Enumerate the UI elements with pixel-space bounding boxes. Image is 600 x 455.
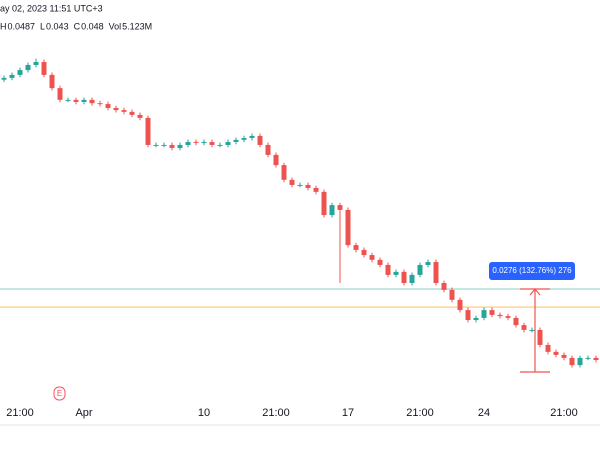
candle-body xyxy=(33,61,39,65)
candle-body xyxy=(465,310,471,320)
candle-body xyxy=(489,310,495,315)
event-marker xyxy=(53,386,66,401)
x-tick-label: 21:00 xyxy=(262,407,290,419)
candle-body xyxy=(513,317,519,326)
candle-body xyxy=(401,271,407,284)
candle-body xyxy=(521,325,527,330)
candle-body xyxy=(377,259,383,265)
candle-body xyxy=(545,344,551,352)
candle-body xyxy=(473,317,479,320)
candle-body xyxy=(105,104,111,108)
measure-label-box xyxy=(489,262,575,281)
candle-body xyxy=(425,261,431,265)
candle-body xyxy=(449,289,455,300)
ohlc-label: Vol xyxy=(109,21,122,31)
event-marker-label: E xyxy=(57,389,62,398)
candle-body xyxy=(81,99,87,102)
candle-body xyxy=(225,141,231,145)
candle-body xyxy=(265,144,271,155)
candle-body xyxy=(121,110,127,112)
candle-body xyxy=(409,274,415,284)
candle-body xyxy=(313,187,319,192)
candle-body xyxy=(321,191,327,216)
candle-body xyxy=(393,271,399,275)
candle-body xyxy=(305,184,311,188)
measure-arrow xyxy=(529,288,541,296)
ohlc-value: 0.048 xyxy=(81,21,104,31)
ohlc-label: H xyxy=(0,21,7,31)
header-datetime: ay 02, 2023 11:51 UTC+3 xyxy=(0,3,103,13)
candle-body xyxy=(433,261,439,284)
candle-body xyxy=(441,283,447,290)
candle-body xyxy=(1,77,7,80)
candle-body xyxy=(577,357,583,366)
x-tick-label: 21:00 xyxy=(6,407,34,419)
candle-body xyxy=(345,209,351,246)
candle-body xyxy=(537,329,543,345)
candle-body xyxy=(553,351,559,355)
candle-body xyxy=(185,141,191,145)
candle-body xyxy=(177,144,183,148)
candle-body xyxy=(337,205,343,210)
candle-body xyxy=(369,255,375,260)
candle-body xyxy=(417,264,423,275)
candle-body xyxy=(481,310,487,318)
candle-body xyxy=(249,135,255,139)
x-tick-label: 17 xyxy=(342,407,354,419)
candle-body xyxy=(201,141,207,143)
ohlc-value: 0.043 xyxy=(46,21,69,31)
ohlc-label: L xyxy=(40,21,45,31)
candle-body xyxy=(497,314,503,317)
candle-body xyxy=(273,154,279,166)
candle-body xyxy=(233,139,239,142)
candle-body xyxy=(49,74,55,89)
candle-body xyxy=(289,179,295,185)
candle-body xyxy=(145,117,151,145)
candle-body xyxy=(585,357,591,359)
candle-body xyxy=(25,64,31,71)
candle-body xyxy=(217,144,223,146)
candle-body xyxy=(505,316,511,318)
candle-body xyxy=(329,205,335,216)
candle-body xyxy=(241,138,247,140)
candle-body xyxy=(561,354,567,358)
candle-body xyxy=(41,61,47,75)
ohlc-value: 5.123M xyxy=(122,21,152,31)
ohlc-value: 0.0487 xyxy=(8,21,36,31)
candle-body xyxy=(457,299,463,311)
candle-body xyxy=(113,107,119,111)
candle-body xyxy=(281,165,287,180)
candle-body xyxy=(137,114,143,118)
candle-body xyxy=(97,103,103,105)
candle-body xyxy=(529,329,535,331)
candle-body xyxy=(353,245,359,250)
x-tick-label: 10 xyxy=(198,407,210,419)
candle-body xyxy=(153,144,159,146)
candle-body xyxy=(17,70,23,75)
measure-label: 0.0276 (132.76%) 276 xyxy=(492,266,572,275)
candle-body xyxy=(193,141,199,143)
candle-body xyxy=(9,74,15,78)
x-tick-label: 21:00 xyxy=(550,407,578,419)
candle-body xyxy=(209,141,215,145)
x-tick-label: Apr xyxy=(75,407,92,419)
candle-body xyxy=(257,135,263,145)
candle-body xyxy=(385,264,391,275)
ohlc-label: C xyxy=(74,21,81,31)
candle-body xyxy=(65,99,71,101)
candle-body xyxy=(361,249,367,256)
candle-body xyxy=(169,144,175,148)
candle-body xyxy=(593,357,599,360)
candle-body xyxy=(297,184,303,186)
candle-body xyxy=(57,88,63,100)
x-tick-label: 24 xyxy=(478,407,490,419)
candle-body xyxy=(73,99,79,102)
candle-body xyxy=(89,99,95,104)
x-tick-label: 21:00 xyxy=(406,407,434,419)
candle-body xyxy=(569,357,575,366)
candle-body xyxy=(161,144,167,146)
candle-body xyxy=(129,111,135,115)
